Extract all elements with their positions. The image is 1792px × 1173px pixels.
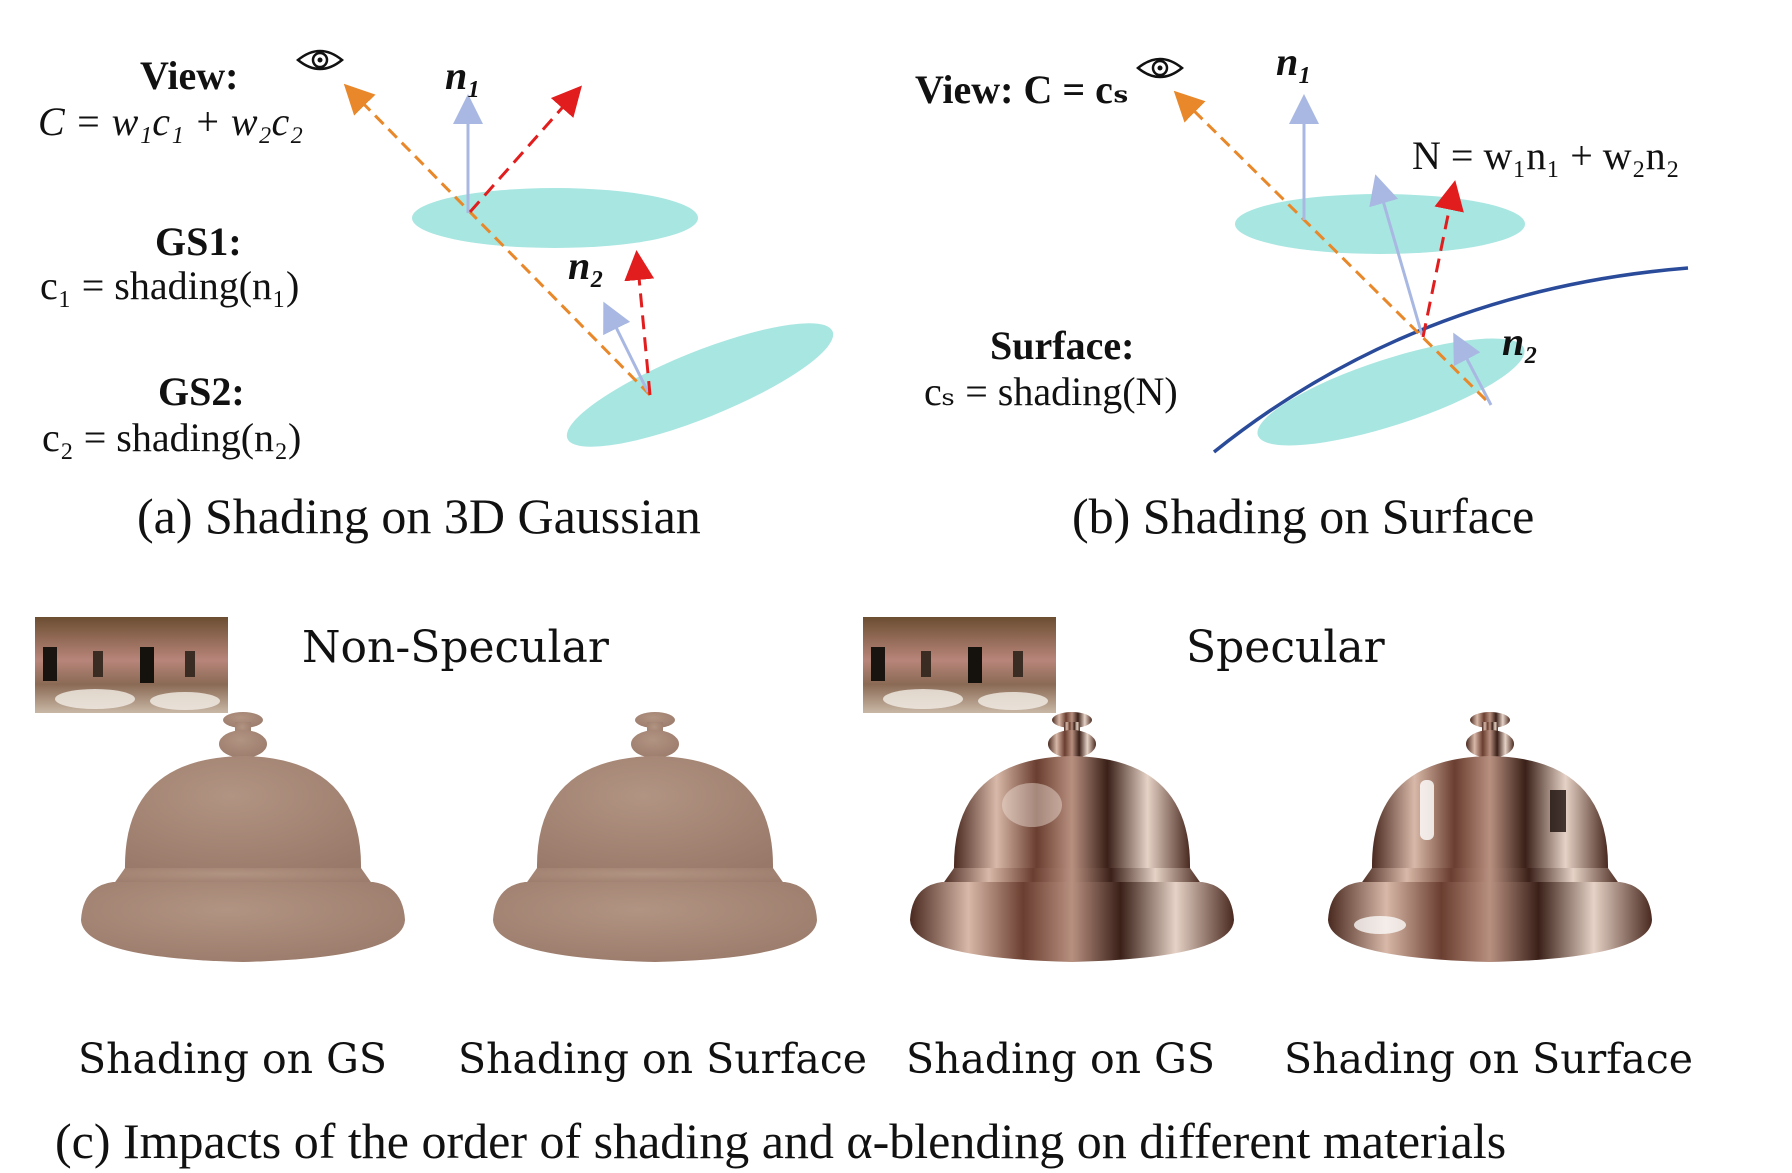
environment-map-thumbnail: [863, 617, 1056, 713]
eye-icon: [296, 49, 344, 71]
bell-label-2: Shading on Surface: [458, 1035, 868, 1083]
view-ray: [343, 83, 652, 397]
caption-b: (b) Shading on Surface: [1072, 488, 1535, 544]
n1-label-b: n₁: [1276, 39, 1313, 84]
normal-n2-arrow: [603, 301, 650, 393]
gs1-equation: c₁ = shading(n₁): [40, 263, 300, 308]
normal-equation: N = w₁n₁ + w₂n₂: [1412, 133, 1680, 178]
n1-label-a: n₁: [445, 53, 482, 98]
panel-a-diagram: [296, 49, 834, 447]
gaussian-2-b: [1257, 338, 1525, 446]
view-title-a: View:: [140, 53, 239, 98]
view-ray-b: [1173, 90, 1488, 402]
view-equation-a: C = w₁c₁ + w₂c₂: [38, 99, 304, 144]
reflect-2-arrow: [624, 250, 655, 396]
n2-label-a: n₂: [568, 243, 605, 288]
bell-label-3: Shading on GS: [906, 1035, 1215, 1083]
gs1-title: GS1:: [155, 219, 242, 264]
eye-icon: [1136, 57, 1184, 79]
bell-label-1: Shading on GS: [78, 1035, 387, 1083]
n2-label-b: n₂: [1502, 319, 1539, 364]
reflect-arrow-b: [1421, 180, 1464, 338]
gaussian-1: [412, 188, 698, 248]
surface-curve: [1212, 266, 1689, 454]
bell-specular-surface: [1328, 712, 1652, 962]
gaussian-2: [566, 323, 834, 447]
bell-specular-gs: [910, 712, 1234, 962]
normal-n2-arrow-b: [1453, 332, 1493, 406]
view-equation-b: View: C = cₛ: [915, 67, 1129, 112]
environment-map-thumbnail: [35, 617, 228, 713]
gs2-title: GS2:: [158, 369, 245, 414]
caption-a: (a) Shading on 3D Gaussian: [137, 488, 701, 544]
bell-label-4: Shading on Surface: [1284, 1035, 1694, 1083]
blended-normal-arrow: [1369, 174, 1424, 336]
bell-matte-surface: [493, 712, 817, 962]
bell-matte-gs: [81, 712, 405, 962]
gaussian-1-b: [1235, 194, 1525, 254]
bell-renderings: [81, 712, 1652, 962]
non-specular-label: Non-Specular: [302, 622, 609, 673]
surface-equation: cₛ = shading(N): [924, 369, 1178, 414]
gs2-equation: c₂ = shading(n₂): [42, 415, 302, 460]
caption-c: (c) Impacts of the order of shading and …: [55, 1113, 1507, 1169]
reflect-1-arrow: [468, 85, 582, 213]
surface-title: Surface:: [990, 323, 1135, 368]
specular-label: Specular: [1186, 622, 1385, 673]
panel-b-diagram: [1136, 57, 1689, 454]
